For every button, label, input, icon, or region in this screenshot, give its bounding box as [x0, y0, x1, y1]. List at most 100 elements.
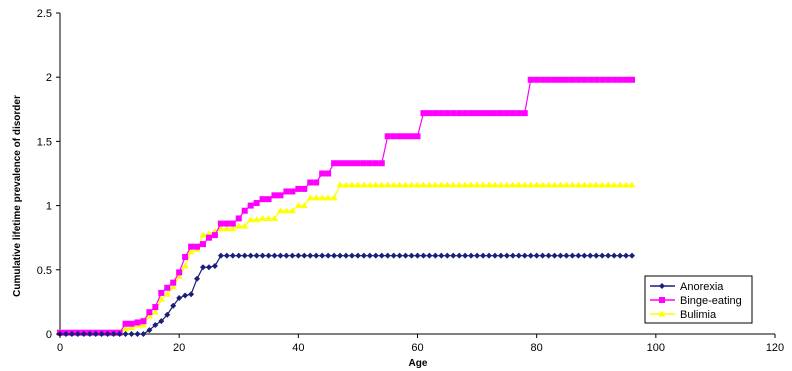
data-point: [587, 76, 594, 83]
data-point: [521, 110, 528, 117]
data-point: [420, 110, 427, 117]
data-point: [223, 252, 230, 259]
data-point: [324, 194, 332, 201]
data-point: [366, 181, 374, 188]
data-point: [288, 207, 296, 214]
data-point: [509, 252, 516, 259]
data-point: [372, 160, 379, 167]
data-point: [426, 252, 433, 259]
data-point: [599, 76, 606, 83]
data-point: [140, 318, 147, 325]
data-point: [390, 252, 397, 259]
data-point: [390, 181, 398, 188]
data-point: [336, 181, 344, 188]
data-point: [247, 216, 255, 223]
data-point: [348, 252, 355, 259]
data-point: [253, 200, 260, 207]
data-point: [128, 320, 135, 327]
data-point: [581, 252, 588, 259]
data-point: [139, 321, 147, 328]
data-point: [372, 181, 380, 188]
series-anorexia: [57, 252, 635, 337]
data-point: [145, 312, 153, 319]
x-tick-label: 20: [173, 342, 185, 354]
data-point: [437, 181, 445, 188]
data-point: [485, 181, 493, 188]
data-point: [533, 181, 541, 188]
data-point: [521, 181, 529, 188]
data-point: [330, 194, 338, 201]
data-point: [134, 319, 141, 326]
data-point: [235, 222, 243, 229]
data-point: [486, 110, 492, 117]
data-point: [629, 252, 635, 259]
data-point: [337, 252, 344, 259]
data-point: [545, 181, 553, 188]
data-point: [450, 110, 457, 117]
data-point: [378, 252, 385, 259]
data-point: [592, 181, 600, 188]
data-point: [229, 252, 236, 259]
data-point: [343, 252, 349, 259]
data-point: [438, 110, 445, 117]
data-point: [491, 181, 499, 188]
data-point: [491, 110, 498, 117]
data-point: [247, 202, 254, 209]
legend: Anorexia Binge-eating Bulimia: [644, 275, 753, 324]
data-point: [408, 252, 415, 259]
data-point: [468, 110, 475, 117]
data-point: [462, 252, 469, 259]
data-point: [396, 181, 404, 188]
data-point: [319, 170, 326, 177]
x-tick-label: 60: [411, 342, 423, 354]
data-point: [593, 252, 600, 259]
data-point: [271, 214, 278, 221]
data-point: [623, 76, 630, 83]
data-point: [343, 160, 349, 167]
data-point: [354, 160, 361, 167]
data-point: [271, 252, 278, 259]
data-point: [182, 253, 189, 260]
legend-item: Bulimia: [650, 309, 717, 321]
data-point: [188, 243, 195, 250]
data-point: [313, 252, 320, 259]
data-point: [128, 331, 135, 337]
data-point: [247, 252, 254, 259]
data-point: [605, 76, 612, 83]
data-point: [176, 269, 183, 276]
data-point: [128, 324, 135, 331]
data-point: [307, 179, 314, 186]
data-point: [294, 202, 302, 209]
data-point: [157, 295, 165, 302]
data-point: [539, 181, 547, 188]
data-point: [366, 160, 373, 167]
data-point: [611, 76, 618, 83]
data-point: [599, 252, 606, 259]
data-point: [533, 76, 540, 83]
data-point: [271, 192, 278, 199]
data-point: [122, 325, 130, 332]
data-point: [289, 252, 296, 259]
data-point: [396, 133, 403, 140]
data-point: [616, 181, 624, 188]
x-tick-label: 80: [531, 342, 543, 354]
x-tick-label: 100: [647, 342, 665, 354]
y-tick-label: 2.5: [37, 8, 52, 20]
data-point: [205, 234, 212, 241]
data-point: [164, 311, 171, 318]
x-tick-label: 40: [292, 342, 304, 354]
data-point: [384, 181, 392, 188]
data-point: [426, 110, 433, 117]
data-point: [623, 252, 630, 259]
data-point: [557, 76, 564, 83]
data-point: [331, 252, 338, 259]
data-point: [562, 181, 570, 188]
data-point: [384, 133, 391, 140]
data-point: [557, 252, 564, 259]
data-point: [432, 110, 439, 117]
data-point: [378, 160, 385, 167]
data-point: [283, 252, 290, 259]
data-point: [575, 76, 582, 83]
data-point: [378, 181, 386, 188]
